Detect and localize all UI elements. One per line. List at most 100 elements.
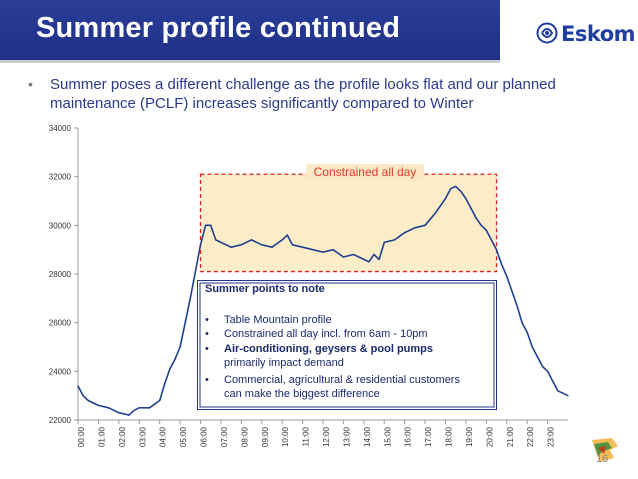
x-tick-label: 17:00 — [424, 426, 433, 447]
x-tick-label: 19:00 — [465, 426, 474, 447]
data-point — [322, 251, 324, 253]
data-point — [511, 290, 513, 292]
x-tick-label: 04:00 — [159, 426, 168, 447]
x-tick-label: 06:00 — [200, 426, 209, 447]
x-tick-label: 18:00 — [445, 426, 454, 447]
note-text: Table Mountain profile — [224, 314, 332, 326]
y-tick-label: 34000 — [49, 124, 72, 133]
data-point — [414, 227, 416, 229]
data-point — [82, 395, 84, 397]
data-point — [179, 346, 181, 348]
data-point — [404, 232, 406, 234]
x-tick-label: 15:00 — [383, 426, 392, 447]
y-tick-label: 26000 — [49, 319, 72, 328]
data-point — [205, 224, 207, 226]
data-point — [424, 224, 426, 226]
note-item: • Commercial, agricultural & residential … — [205, 373, 495, 401]
note-text: Commercial, agricultural & residential c… — [224, 374, 460, 386]
data-point — [567, 395, 569, 397]
logo-text: Eskom — [561, 22, 636, 46]
y-tick-label: 28000 — [49, 270, 72, 279]
x-tick-label: 01:00 — [97, 426, 106, 447]
data-point — [562, 392, 564, 394]
logo-area — [500, 0, 638, 63]
notes-title: Summer points to note — [205, 283, 325, 295]
data-point — [501, 263, 503, 265]
eskom-logo-icon — [536, 22, 558, 44]
data-point — [301, 246, 304, 248]
y-tick-label: 22000 — [49, 416, 72, 425]
data-point — [210, 224, 212, 226]
data-point — [194, 270, 196, 273]
y-tick-label: 24000 — [49, 367, 72, 376]
bullet-icon: • — [28, 76, 33, 92]
data-point — [485, 229, 487, 231]
data-point — [480, 224, 482, 226]
data-point — [455, 185, 457, 187]
x-tick-label: 13:00 — [342, 426, 351, 447]
data-point — [332, 249, 334, 251]
title-bar — [0, 0, 500, 63]
data-point — [174, 358, 176, 360]
note-text-cont: primarily impact demand — [224, 357, 344, 369]
data-point — [133, 409, 135, 411]
x-tick-label: 12:00 — [322, 426, 331, 447]
corner-decoration-icon — [592, 438, 618, 462]
data-point — [169, 368, 171, 370]
note-item: • Table Mountain profile — [205, 314, 332, 326]
data-point — [97, 404, 100, 406]
data-point — [261, 244, 263, 246]
data-point — [373, 253, 375, 256]
page-number: 16 — [596, 453, 609, 465]
data-point — [118, 412, 120, 414]
data-point — [383, 241, 385, 243]
x-tick-label: 14:00 — [363, 426, 372, 447]
data-point — [526, 331, 528, 333]
note-item: • Constrained all day incl. from 6am - 10… — [205, 328, 428, 340]
x-tick-label: 10:00 — [281, 426, 290, 447]
x-tick-label: 21:00 — [506, 426, 515, 447]
data-point — [521, 322, 523, 324]
note-text-bold: Air-conditioning, geysers & pool pumps — [224, 343, 434, 355]
x-tick-label: 07:00 — [220, 426, 229, 447]
bullet-item: • Summer poses a different challenge as … — [28, 75, 628, 113]
data-point — [138, 407, 140, 409]
data-point — [220, 241, 222, 243]
data-point — [470, 207, 472, 209]
y-tick-label: 32000 — [49, 173, 72, 182]
data-point — [286, 234, 288, 236]
data-point — [490, 239, 493, 241]
data-point — [164, 382, 166, 385]
data-point — [393, 239, 396, 241]
data-point — [240, 244, 242, 246]
x-tick-label: 11:00 — [302, 426, 311, 446]
data-point — [444, 197, 447, 200]
data-point — [552, 380, 554, 382]
data-point — [378, 258, 380, 260]
data-point — [363, 258, 365, 260]
x-tick-label: 23:00 — [547, 426, 556, 447]
data-point — [159, 399, 161, 402]
data-point — [342, 256, 345, 258]
data-point — [281, 239, 283, 241]
data-point — [92, 402, 94, 404]
data-point — [148, 407, 151, 409]
data-point — [108, 407, 110, 409]
x-tick-label: 16:00 — [404, 426, 413, 447]
data-point — [495, 249, 498, 251]
data-point — [450, 188, 452, 190]
data-point — [184, 322, 186, 324]
data-point — [475, 217, 477, 219]
data-point — [87, 399, 89, 402]
note-item: • Air-conditioning, geysers & pool pumps … — [205, 342, 495, 370]
data-point — [465, 197, 467, 200]
data-point — [199, 244, 202, 246]
data-point — [531, 346, 533, 348]
data-point — [271, 246, 273, 248]
note-text-cont: can make the biggest difference — [224, 388, 380, 400]
data-point — [250, 239, 253, 241]
notes-box — [197, 280, 497, 410]
x-tick-label: 02:00 — [118, 426, 127, 447]
x-tick-label: 03:00 — [138, 426, 147, 447]
y-tick-label: 30000 — [49, 221, 72, 230]
